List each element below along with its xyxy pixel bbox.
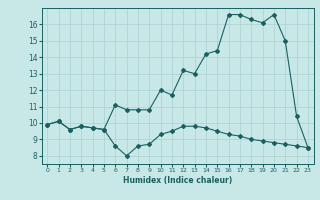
X-axis label: Humidex (Indice chaleur): Humidex (Indice chaleur) xyxy=(123,176,232,185)
